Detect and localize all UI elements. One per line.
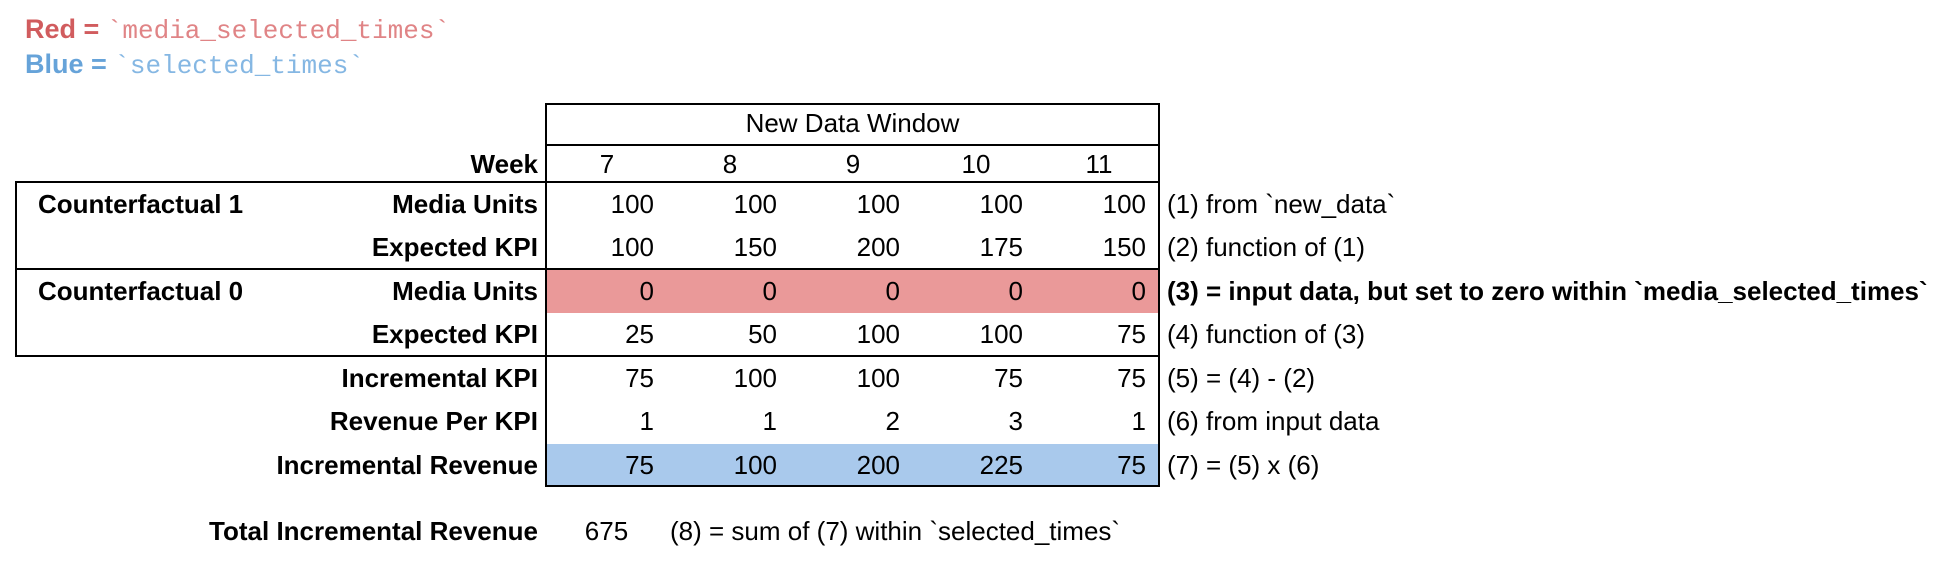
row-annotation: (4) function of (3) [1167,319,1365,349]
row-label: Incremental Revenue [276,450,538,480]
table-cell: 75 [1117,363,1146,393]
table-cell: 100 [733,363,777,393]
table-cell: 0 [1008,276,1023,306]
data-window-border-box [545,103,1160,487]
table-cell: 75 [1117,450,1146,480]
row-annotation: (2) function of (1) [1167,232,1365,262]
table-cell: 200 [856,450,900,480]
table-cell: 100 [610,232,654,262]
row-label: Expected KPI [371,319,538,349]
counterfactual-left-border [15,181,17,357]
row-label: Incremental KPI [341,363,538,393]
header-divider-line [545,144,1160,146]
table-cell: 1 [762,406,777,436]
row-label: Expected KPI [371,232,538,262]
group-label-counterfactual-1: Counterfactual 1 [38,189,244,219]
table-cell: 100 [979,189,1023,219]
table-cell: 100 [979,319,1023,349]
table-cell: 0 [1131,276,1146,306]
total-label: Total Incremental Revenue [209,516,538,546]
legend-blue-code: `selected_times` [114,51,364,81]
table-cell: 150 [733,232,777,262]
table-cell: 50 [748,319,777,349]
table-cell: 100 [610,189,654,219]
legend-red-line: Red = `media_selected_times` [25,14,450,46]
row-label: Revenue Per KPI [329,406,538,436]
table-cell: 75 [1117,319,1146,349]
table-cell: 75 [625,363,654,393]
table-cell: 25 [625,319,654,349]
table-cell: 2 [885,406,900,436]
table-cell: 100 [856,189,900,219]
week-column-header: 7 [599,149,615,179]
table-cell: 100 [856,319,900,349]
week-column-header: 9 [845,149,861,179]
week-row-divider-line [15,181,1160,183]
row-annotation: (7) = (5) x (6) [1167,450,1320,480]
table-cell: 150 [1102,232,1146,262]
table-title: New Data Window [745,108,960,138]
table-cell: 0 [885,276,900,306]
row-annotation: (6) from input data [1167,406,1380,436]
media-selected-times-highlight [547,270,1158,313]
legend-blue-label: Blue = [25,49,115,79]
week-column-header: 10 [961,149,991,179]
row-annotation: (3) = input data, but set to zero within… [1167,276,1928,306]
row-label: Media Units [392,276,538,306]
table-cell: 100 [856,363,900,393]
week-column-header: 8 [722,149,738,179]
table-cell: 200 [856,232,900,262]
table-cell: 1 [1131,406,1146,436]
row-annotation: (5) = (4) - (2) [1167,363,1316,393]
table-cell: 75 [994,363,1023,393]
table-cell: 225 [979,450,1023,480]
table-cell: 1 [639,406,654,436]
table-cell: 3 [1008,406,1023,436]
table-cell: 0 [639,276,654,306]
legend-blue-line: Blue = `selected_times` [25,49,364,81]
table-cell: 0 [762,276,777,306]
selected-times-highlight [547,444,1158,485]
total-annotation: (8) = sum of (7) within `selected_times` [670,516,1121,546]
row-label: Media Units [392,189,538,219]
table-cell: 75 [625,450,654,480]
table-cell: 100 [733,189,777,219]
week-row-label: Week [470,149,538,179]
week-column-header: 11 [1085,149,1113,179]
total-value: 675 [584,516,629,546]
table-cell: 175 [979,232,1023,262]
legend-red-label: Red = [25,14,107,44]
table-cell: 100 [1102,189,1146,219]
legend-red-code: `media_selected_times` [106,16,451,46]
group-label-counterfactual-0: Counterfactual 0 [38,276,244,306]
table-cell: 100 [733,450,777,480]
counterfactual0-bottom-line [15,355,1160,357]
counterfactual-divider-line [15,268,1160,270]
row-annotation: (1) from `new_data` [1167,189,1396,219]
